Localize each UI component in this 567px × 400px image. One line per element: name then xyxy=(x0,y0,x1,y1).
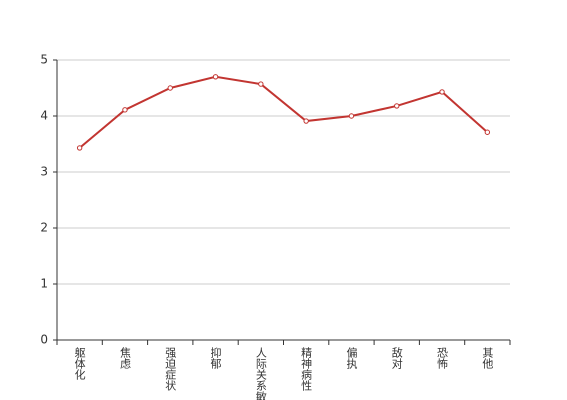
line xyxy=(79,75,489,149)
x-tick-label: 躯体化 xyxy=(73,347,86,381)
x-tick-label: 偏执 xyxy=(345,346,358,370)
x-tick-label: 恐怖 xyxy=(436,347,449,369)
point xyxy=(484,129,491,135)
point xyxy=(348,113,355,119)
x-tick-label: 精神病性 xyxy=(300,347,313,392)
point xyxy=(212,74,219,80)
point xyxy=(122,107,128,113)
point xyxy=(76,145,83,151)
x-tick-label: 人际关系敏感 xyxy=(254,347,267,400)
y-tick-label: 1 xyxy=(40,277,48,291)
y-tick-label: 5 xyxy=(40,53,48,67)
y-tick-label: 2 xyxy=(40,221,48,235)
x-tick-label: 强迫症状 xyxy=(164,347,177,391)
y-tick-label: 4 xyxy=(40,109,48,123)
x-tick-label: 其他 xyxy=(481,347,494,369)
y-tick-label: 3 xyxy=(40,165,48,179)
x-tick-label: 焦虑 xyxy=(118,347,131,369)
x-tick-label: 抑郁 xyxy=(209,346,222,369)
point xyxy=(167,85,173,91)
point xyxy=(394,103,400,109)
point xyxy=(439,89,445,95)
point xyxy=(303,118,309,124)
x-tick-label: 敌对 xyxy=(390,346,403,369)
y-tick-label: 0 xyxy=(40,333,48,347)
point xyxy=(258,81,264,87)
